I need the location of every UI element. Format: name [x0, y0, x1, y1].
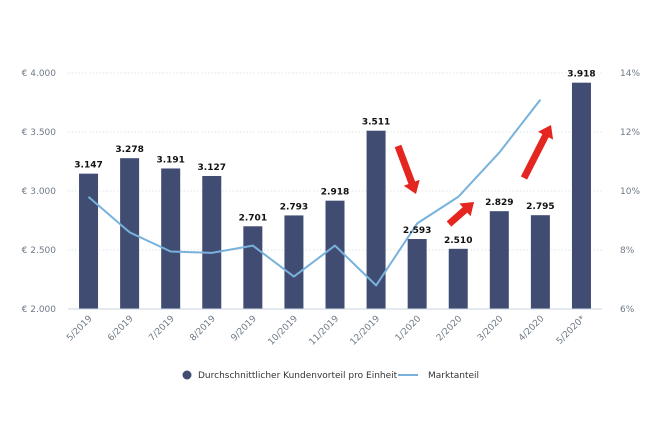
y-tick-label: € 2.000: [22, 305, 57, 315]
y2-tick-label: 6%: [620, 305, 635, 315]
legend: Durchschnittlicher Kundenvorteil pro Ein…: [182, 370, 479, 381]
data-labels: 3.147 3.278 3.191 3.127 2.701 2.793 2.918 3.511…: [74, 70, 595, 246]
x-tick-label: 10/2019: [267, 314, 301, 348]
bar: [489, 211, 509, 309]
bar-value-label: 2.918: [321, 188, 349, 198]
x-tick-label: 2/2020: [435, 314, 465, 344]
line-series: [87, 98, 542, 287]
bar-value-label: 2.510: [444, 236, 472, 246]
bar: [284, 215, 304, 309]
bar-value-label: 3.278: [115, 145, 143, 155]
x-tick-label: 1/2020: [394, 314, 424, 344]
bar-value-label: 3.918: [567, 70, 595, 80]
line-path: [87, 98, 542, 287]
y-tick-label: € 4.000: [22, 69, 57, 79]
bar: [448, 248, 468, 309]
bar: [366, 130, 386, 309]
annotation-arrows: [394, 125, 554, 227]
bar-value-label: 2.593: [403, 226, 431, 236]
bar: [407, 239, 427, 309]
red-arrow: [394, 144, 420, 194]
bar: [530, 215, 550, 309]
bar-value-label: 2.795: [526, 202, 554, 212]
x-tick-label: 8/2019: [188, 314, 218, 344]
y-tick-label: € 2.500: [22, 246, 57, 256]
bar-value-label: 3.127: [198, 163, 226, 173]
legend-bar-marker: [182, 370, 192, 380]
x-tick-label: 7/2019: [147, 314, 177, 344]
x-tick-label: 5/2019: [65, 314, 95, 344]
x-tick-label: 9/2019: [230, 314, 260, 344]
bar: [79, 173, 99, 309]
y-tick-label: € 3.500: [22, 128, 57, 138]
bar-value-label: 2.793: [280, 202, 308, 212]
bar-value-label: 3.147: [74, 161, 102, 171]
y2-tick-label: 12%: [620, 128, 640, 138]
red-arrow: [446, 202, 474, 227]
bar: [325, 200, 345, 309]
bar: [243, 226, 263, 309]
bar-value-label: 3.511: [362, 118, 390, 128]
bar: [202, 176, 222, 309]
x-tick-label: 6/2019: [106, 314, 136, 344]
x-tick-label: 5/2020*: [555, 314, 588, 347]
y2-tick-label: 14%: [620, 69, 640, 79]
x-tick-label: 12/2019: [349, 314, 383, 348]
bar: [161, 168, 181, 309]
bar: [120, 158, 140, 309]
x-tick-label: 4/2020: [517, 314, 547, 344]
x-tick-label: 11/2019: [308, 314, 342, 348]
bar: [571, 82, 591, 310]
x-tick-label: 3/2020: [476, 314, 506, 344]
bar-value-label: 2.829: [485, 198, 513, 208]
y2-tick-label: 8%: [620, 246, 635, 256]
bar-value-label: 2.701: [239, 213, 267, 223]
y2-tick-label: 10%: [620, 187, 640, 197]
legend-bar-label: Durchschnittlicher Kundenvorteil pro Ein…: [198, 371, 398, 381]
red-arrow: [520, 125, 554, 180]
y-tick-label: € 3.000: [22, 187, 57, 197]
bar-value-label: 3.191: [156, 155, 184, 165]
legend-line-label: Marktanteil: [428, 371, 479, 381]
